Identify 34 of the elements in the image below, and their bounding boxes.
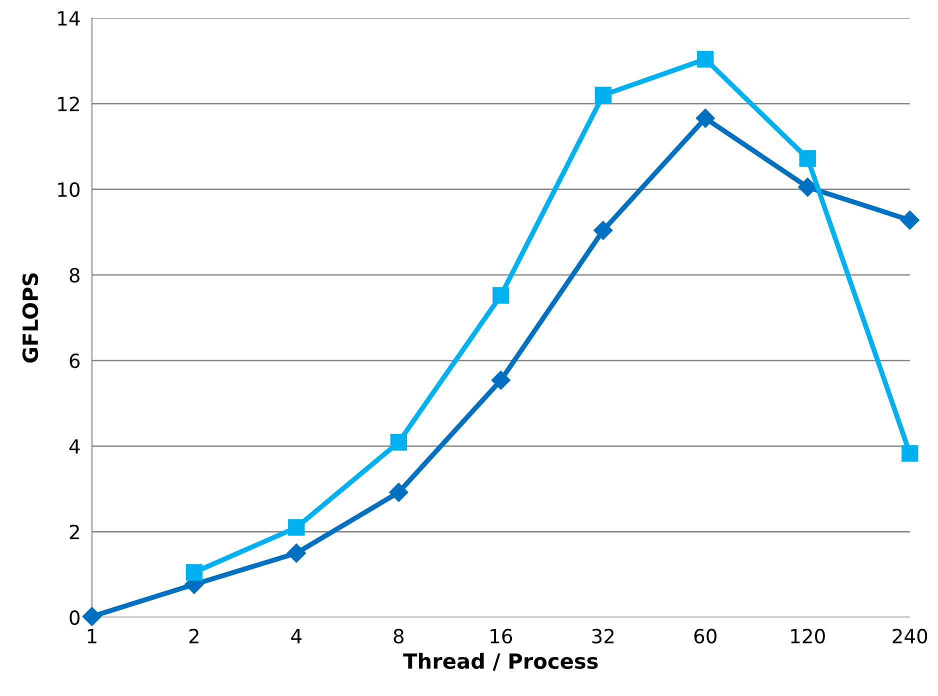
point [390,434,407,451]
y-tick-label: 4 [69,439,80,454]
point [902,445,918,462]
x-tick-label: 32 [592,628,614,644]
point [697,50,714,68]
x-tick-label: 2 [189,628,198,644]
x-tick-label: 1 [88,629,96,644]
y-tick-label: 14 [58,11,80,26]
point [491,370,510,390]
y-axis-title: GFLOPS [22,273,38,363]
x-axis-title: Thread / Process [403,652,598,671]
x-tick-label: 60 [694,628,716,644]
point [696,108,715,128]
point [900,210,920,230]
x-tick-label: 4 [291,629,302,644]
point [492,287,510,304]
y-tick-label: 0 [70,610,80,626]
point [799,150,816,167]
point [389,482,408,502]
y-tick-label: 12 [58,96,79,112]
x-tick-label: 8 [394,628,404,644]
point [186,564,202,581]
x-tick-label: 120 [791,628,825,644]
x-tick-label: 240 [892,628,928,644]
y-tick-label: 8 [70,268,80,283]
point [288,519,305,536]
y-tick-label: 2 [70,524,79,540]
point [82,606,102,626]
x-tick-label: 16 [490,628,512,644]
y-tick-label: 10 [58,182,80,197]
point [594,86,612,104]
point [286,544,306,563]
y-tick-label: 6 [70,353,80,368]
point [594,220,613,240]
